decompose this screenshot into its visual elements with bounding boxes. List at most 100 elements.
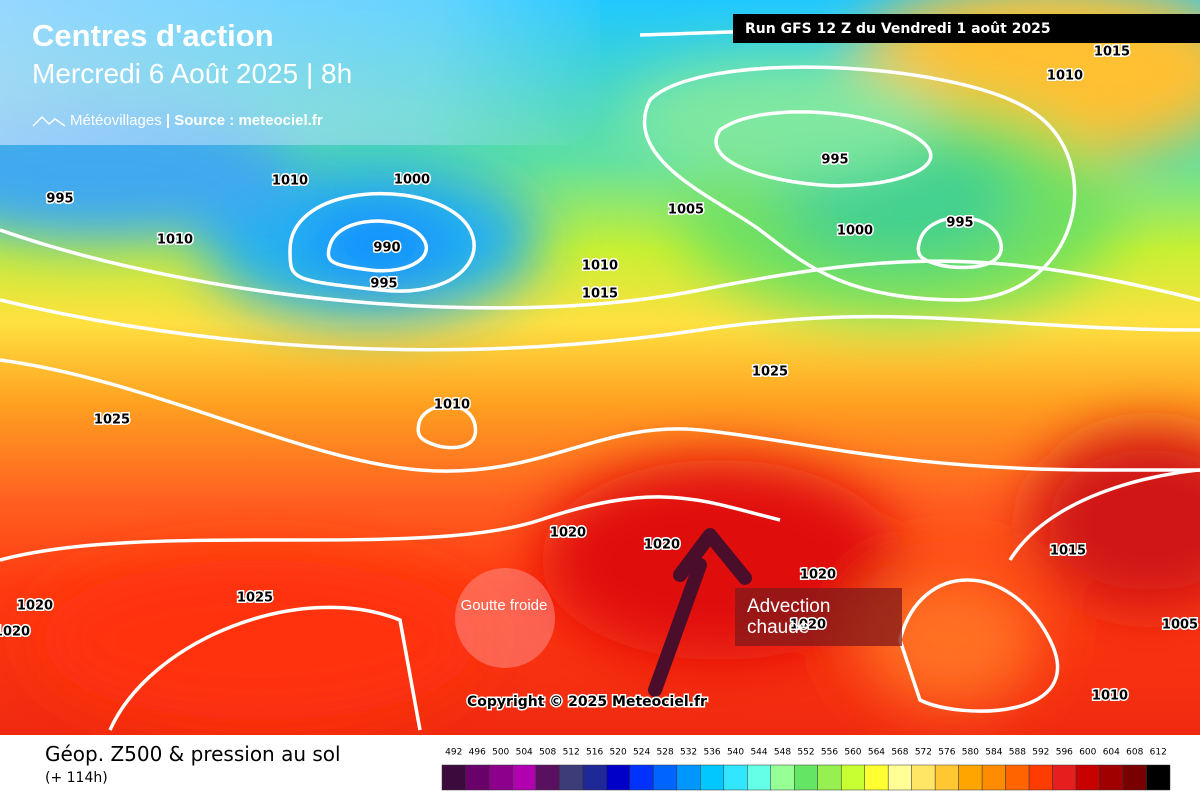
isobar-label: 1020 <box>644 538 680 553</box>
scale-swatch <box>582 764 607 791</box>
source-label: | Source : <box>165 112 235 129</box>
isobar-label: 1010 <box>1047 69 1083 84</box>
scale-swatch <box>981 764 1006 791</box>
scale-swatch <box>723 764 748 791</box>
isobar-label: 995 <box>46 192 73 207</box>
scale-swatch <box>1005 764 1030 791</box>
scale-label: 580 <box>962 748 979 758</box>
scale-label: 600 <box>1079 748 1096 758</box>
scale-swatch <box>794 764 818 791</box>
scale-swatch <box>700 764 725 791</box>
scale-label: 516 <box>586 748 603 758</box>
scale-label: 520 <box>610 748 627 758</box>
scale-swatch <box>817 764 842 791</box>
scale-swatch <box>488 764 513 791</box>
footer-lead: (+ 114h) <box>45 770 108 786</box>
scale-swatch <box>653 764 678 791</box>
scale-label: 568 <box>891 748 908 758</box>
scale-swatch <box>864 764 889 791</box>
scale-swatch <box>606 764 631 791</box>
scale-label: 524 <box>633 748 650 758</box>
cold-drop-label: Goutte froide <box>460 597 548 614</box>
advection-arrow-head <box>673 528 752 585</box>
footer: Géop. Z500 & pression au sol (+ 114h) 49… <box>0 735 1200 800</box>
scale-label: 496 <box>469 748 486 758</box>
advection-box <box>735 588 902 646</box>
scale-swatch <box>1052 764 1077 791</box>
scale-swatch <box>512 764 537 791</box>
scale-swatch <box>559 764 584 791</box>
scale-swatch <box>676 764 701 791</box>
advection-label: Advection chaude <box>747 596 831 638</box>
scale-swatch <box>958 764 983 791</box>
color-scale: 492 496 500 504 508 512 516 520 524 528 532 536 540 5… <box>441 748 1171 791</box>
isobar-label: 1025 <box>752 365 788 380</box>
scale-label: 508 <box>539 748 556 758</box>
scale-label: 584 <box>985 748 1002 758</box>
isobar-label: 995 <box>821 153 848 168</box>
copyright: Copyright © 2025 Meteociel.fr <box>467 694 707 710</box>
scale-label: 536 <box>703 748 720 758</box>
source: meteociel.fr <box>238 112 323 129</box>
isobar-label: 1025 <box>237 591 273 606</box>
brand: Météovillages | Source : meteociel.fr <box>70 112 323 129</box>
scale-label: 604 <box>1103 748 1120 758</box>
scale-label: 552 <box>797 748 814 758</box>
scale-swatch <box>887 764 912 791</box>
isobar-label: 995 <box>370 277 397 292</box>
brand-name: Météovillages <box>70 112 162 129</box>
scale-label: 512 <box>563 748 580 758</box>
scale-swatch <box>629 764 654 791</box>
isobar-label: 1010 <box>434 398 470 413</box>
title: Centres d'action <box>32 18 274 53</box>
cold-drop-marker <box>455 568 555 668</box>
scale-label: 564 <box>868 748 885 758</box>
scale-label: 556 <box>821 748 838 758</box>
isobar-label: 1020 <box>800 568 836 583</box>
scale-swatch <box>911 764 936 791</box>
scale-swatch <box>535 764 560 791</box>
scale-label: 548 <box>774 748 791 758</box>
scale-swatch <box>1146 764 1171 791</box>
scale-label: 592 <box>1032 748 1049 758</box>
isobars <box>0 26 1200 731</box>
scale-swatch <box>1028 764 1053 791</box>
isobar-label: 1015 <box>1050 544 1086 559</box>
scale-swatch <box>840 764 865 791</box>
advection-arrow <box>648 558 707 697</box>
run-banner-bg <box>733 14 1200 43</box>
isobar-label: 1010 <box>582 259 618 274</box>
isobar-label: 1020 <box>0 625 30 640</box>
header: Centres d'action Mercredi 6 Août 2025 | … <box>0 0 600 145</box>
scale-swatch <box>1075 764 1100 791</box>
isobar-label: 1005 <box>668 203 704 218</box>
scale-label: 608 <box>1126 748 1143 758</box>
isobar-label: 1015 <box>1094 45 1130 60</box>
isobar-label: 995 <box>946 216 973 231</box>
isobar-label: 1020 <box>17 599 53 614</box>
scale-label: 492 <box>445 748 462 758</box>
scale-swatch <box>465 764 490 791</box>
isobar-label: 1005 <box>1162 618 1198 633</box>
scale-swatch <box>1099 764 1124 791</box>
isobar-label: 1020 <box>790 618 826 633</box>
footer-title: Géop. Z500 & pression au sol <box>45 742 341 766</box>
scale-label: 588 <box>1009 748 1026 758</box>
isobar-label: 1020 <box>550 526 586 541</box>
scale-label: 560 <box>844 748 861 758</box>
isobar-label: 1010 <box>157 233 193 248</box>
scale-label: 500 <box>492 748 509 758</box>
scale-swatch <box>441 764 466 791</box>
isobar-label: 1010 <box>272 174 308 189</box>
scale-label: 544 <box>750 748 767 758</box>
isobar-label: 1025 <box>94 413 130 428</box>
scale-label: 612 <box>1150 748 1167 758</box>
isobar-label: 1010 <box>1092 689 1128 704</box>
scale-label: 528 <box>657 748 674 758</box>
brand-logo <box>32 115 66 127</box>
subtitle: Mercredi 6 Août 2025 | 8h <box>32 58 353 89</box>
scale-label: 572 <box>915 748 932 758</box>
scale-label: 596 <box>1056 748 1073 758</box>
scale-label: 540 <box>727 748 744 758</box>
